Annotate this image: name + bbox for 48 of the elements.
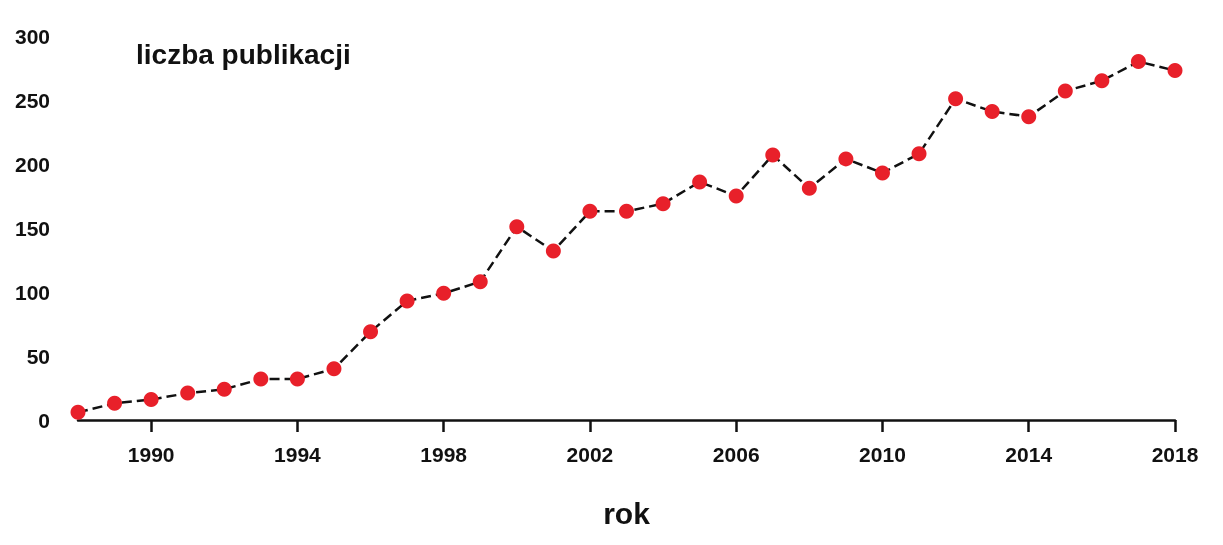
x-tick-label: 1994 (274, 443, 322, 466)
y-tick-label: 300 (14, 24, 50, 48)
x-tick-label: 2006 (712, 443, 760, 466)
point (911, 146, 927, 162)
y-axis-title: liczba publikacji (136, 38, 351, 70)
point (253, 371, 269, 387)
y-tick-label: 50 (26, 344, 50, 368)
point (180, 385, 196, 401)
y-tick-label: 100 (14, 280, 50, 304)
point (692, 174, 708, 190)
point (1167, 63, 1183, 79)
point (545, 243, 561, 259)
x-tick-label: 2010 (859, 443, 906, 466)
x-tick-label: 2014 (1005, 443, 1053, 466)
point (1094, 73, 1110, 89)
point (655, 196, 671, 212)
point (1021, 109, 1037, 125)
point (216, 381, 232, 397)
y-tick-label: 150 (14, 216, 50, 240)
point (1057, 83, 1073, 99)
x-tick-label: 1998 (420, 443, 468, 466)
point (509, 219, 525, 235)
point (326, 361, 342, 377)
point (765, 147, 781, 163)
x-tick-label: 2002 (566, 443, 614, 466)
point (838, 151, 854, 167)
point (801, 180, 817, 196)
point (143, 392, 159, 408)
x-tick-label: 1990 (127, 443, 175, 466)
point (1130, 54, 1146, 70)
point (874, 165, 890, 181)
point (107, 395, 123, 411)
point (289, 371, 305, 387)
point (619, 203, 634, 219)
y-tick-label: 200 (14, 152, 50, 176)
y-tick-label: 0 (38, 408, 50, 432)
y-tick-label: 250 (14, 88, 50, 112)
point (399, 293, 415, 309)
point (436, 285, 452, 301)
point (728, 188, 744, 204)
point (948, 91, 964, 107)
point (70, 404, 86, 420)
x-axis-title: rok (603, 496, 651, 530)
point (472, 274, 488, 290)
point (984, 104, 1000, 120)
x-tick-label: 2018 (1151, 443, 1199, 466)
point (582, 203, 598, 219)
point (363, 324, 379, 340)
